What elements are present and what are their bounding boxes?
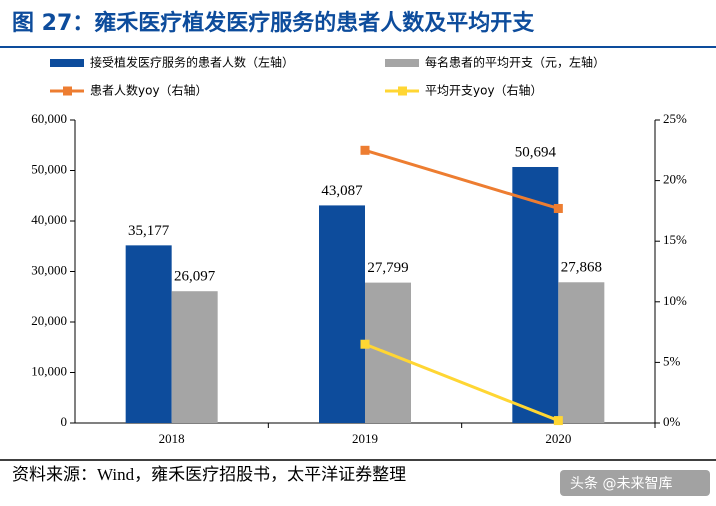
legend-label: 平均开支yoy（右轴） <box>425 83 543 98</box>
y-tick-label: 30,000 <box>31 262 67 277</box>
line <box>364 148 559 210</box>
y2-tick-label: 0% <box>663 414 681 429</box>
bar <box>512 166 559 423</box>
y-tick-label: 50,000 <box>31 161 67 176</box>
legend-swatch <box>385 59 419 67</box>
value-label: 43,087 <box>321 183 363 199</box>
legend-label: 接受植发医疗服务的患者人数（左轴） <box>90 55 294 70</box>
y-tick-label: 0 <box>61 414 68 429</box>
value-label: 27,868 <box>561 260 602 276</box>
legend-marker <box>63 86 72 96</box>
legend-marker <box>398 86 407 96</box>
bar <box>125 245 172 423</box>
line-marker <box>360 339 370 349</box>
watermark-bg <box>560 470 710 496</box>
line <box>364 342 559 422</box>
x-tick-label: 2018 <box>159 431 185 446</box>
x-tick-label: 2020 <box>545 431 571 446</box>
line-marker <box>360 145 370 155</box>
bar <box>319 205 365 423</box>
y-tick-label: 60,000 <box>31 111 67 126</box>
y2-tick-label: 20% <box>663 172 687 187</box>
y2-tick-label: 25% <box>663 111 687 126</box>
x-tick-label: 2019 <box>352 431 378 446</box>
value-label: 27,799 <box>367 260 408 276</box>
legend-label: 每名患者的平均开支（元，左轴） <box>425 55 605 70</box>
y2-tick-label: 15% <box>663 232 687 247</box>
value-label: 50,694 <box>515 144 557 160</box>
y2-tick-label: 10% <box>663 293 687 308</box>
source: 资料来源：Wind，雍禾医疗招股书，太平洋证券整理 <box>12 465 406 484</box>
legend-label: 患者人数yoy（右轴） <box>90 83 208 98</box>
line-marker <box>553 203 563 213</box>
legend-swatch <box>50 59 84 67</box>
y2-tick-label: 5% <box>663 353 681 368</box>
value-label: 35,177 <box>128 223 170 239</box>
y-tick-label: 10,000 <box>31 363 67 378</box>
y-tick-label: 20,000 <box>31 313 67 328</box>
bar <box>558 282 605 423</box>
watermark: 头条 @未来智库 <box>570 475 672 492</box>
line-marker <box>553 416 563 426</box>
value-label: 26,097 <box>174 269 216 285</box>
y-tick-label: 40,000 <box>31 212 67 227</box>
chart-title: 图 27：雍禾医疗植发医疗服务的患者人数及平均开支 <box>12 10 535 36</box>
bar <box>171 291 218 423</box>
